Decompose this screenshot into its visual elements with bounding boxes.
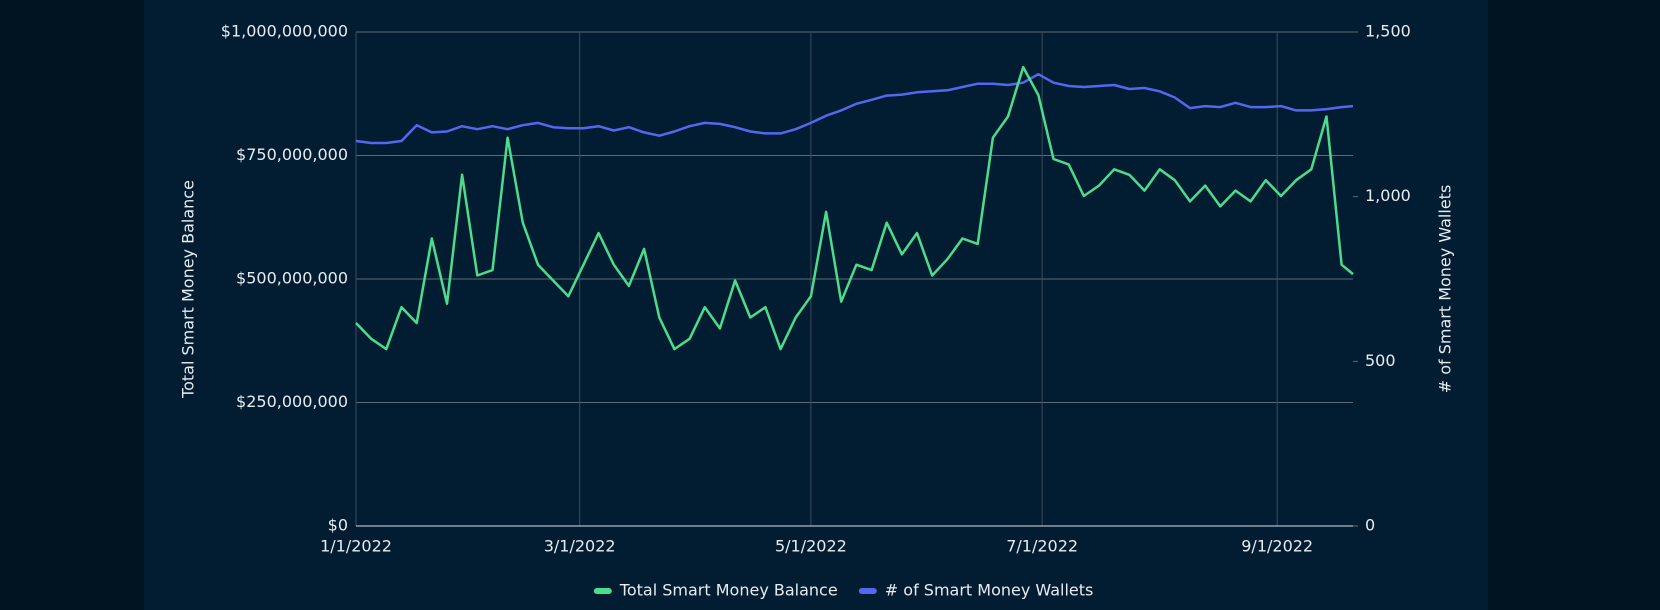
x-tick-label: 7/1/2022 xyxy=(1006,537,1078,556)
y-tick-label: $1,000,000,000 xyxy=(221,22,348,41)
y-tick-label: $0 xyxy=(328,516,348,535)
legend-label: # of Smart Money Wallets xyxy=(885,581,1094,600)
legend-swatch xyxy=(593,588,612,594)
legend-swatch xyxy=(858,588,877,594)
y-tick-label: $250,000,000 xyxy=(236,392,348,411)
x-tick-label: 9/1/2022 xyxy=(1241,537,1313,556)
y2-axis-title: # of Smart Money Wallets xyxy=(1436,185,1455,394)
x-tick-label: 3/1/2022 xyxy=(544,537,616,556)
series-line xyxy=(355,72,1354,145)
y-axis-title: Total Smart Money Balance xyxy=(179,180,198,399)
chart-panel xyxy=(144,0,1488,610)
y2-tick-label: 1,500 xyxy=(1365,22,1411,41)
y2-tick-label: 1,000 xyxy=(1365,186,1411,205)
y2-tick-label: 500 xyxy=(1365,351,1396,370)
y2-tick-label: 0 xyxy=(1365,516,1375,535)
y-tick-label: $750,000,000 xyxy=(236,145,348,164)
series-line xyxy=(355,65,1354,351)
legend-label: Total Smart Money Balance xyxy=(619,581,838,600)
x-tick-label: 1/1/2022 xyxy=(320,537,392,556)
y-tick-label: $500,000,000 xyxy=(236,269,348,288)
x-tick-label: 5/1/2022 xyxy=(775,537,847,556)
